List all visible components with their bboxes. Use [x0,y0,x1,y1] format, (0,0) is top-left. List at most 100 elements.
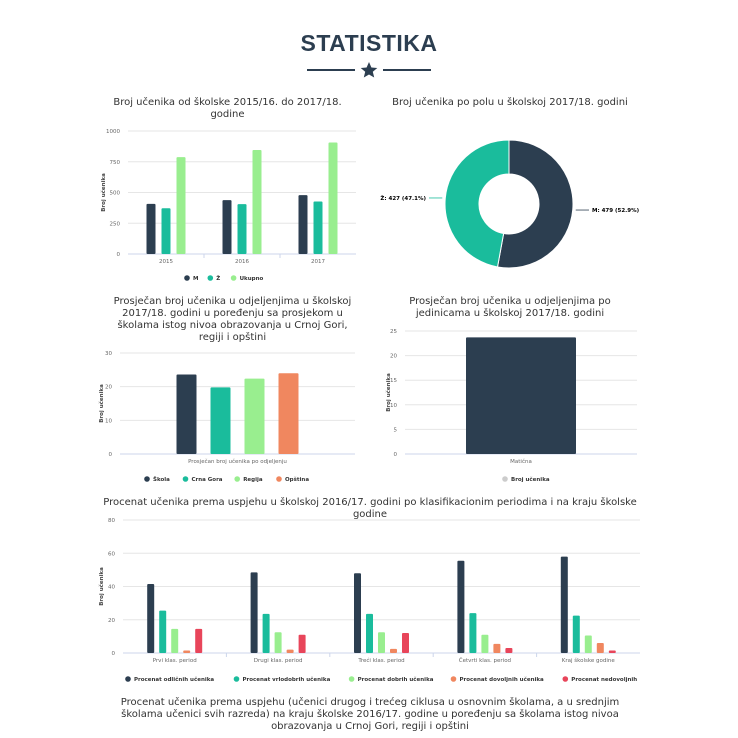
bar-procenat-odlicnih-ucenika-cetvrti-klas-period [457,560,465,653]
legend-label-crna-gora: Crna Gora [192,477,223,483]
chart-title-students-by-gender: Broj učenika po polu u školskoj 2017/18.… [392,97,628,108]
x-tick-label: Drugi klas. period [254,658,303,664]
legend-marker-ukupno [230,275,237,281]
legend-label-z: Ž [216,274,220,282]
x-tick-label: 2015 [159,259,173,265]
bar-z-2016 [237,204,247,254]
legend-marker-procenat-dovoljnih-ucenika [450,676,457,682]
bar-procenat-dobrih-ucenika-kraj-skolske-godine [584,635,592,653]
y-tick-label: 0 [394,452,398,458]
bar-procenat-dovoljnih-ucenika-treci-klas-period [390,648,397,653]
y-axis-label: Broj učenika [98,384,105,423]
y-tick-label: 1000 [106,129,120,135]
x-tick-label: Prvi klas. period [153,658,197,664]
title-divider [307,62,431,78]
y-axis-label: Broj učenika [385,373,392,412]
legend-marker-procenat-dobrih-ucenika [348,676,355,682]
y-tick-label: 750 [110,160,121,166]
x-tick-label: Kraj školske godine [562,657,616,664]
legend-label-broj-ucenika: Broj učenika [511,476,550,483]
legend-marker-broj-ucenika [502,476,508,482]
x-tick-label: Matična [510,458,532,465]
y-tick-label: 20 [105,385,112,391]
bar-opstina-prosjecan-broj-ucenika-po-odjeljenju [278,373,299,454]
chart-success-by-period: 0 20 40 60 80 Broj učenika Prvi klas. period Dr… [98,518,640,683]
chart-title-students-by-year: Broj učenika od školske 2015/16. do 2017… [113,97,342,120]
y-tick-label: 40 [108,585,115,591]
legend-marker-procenat-odlicnih-ucenika [125,676,131,682]
x-tick-label: 2016 [235,259,249,265]
bar-z-2015 [161,208,171,254]
y-tick-label: 20 [390,354,397,360]
legend-marker-m [184,275,190,281]
bar-ukupno-2015 [176,157,186,254]
x-tick-label: 2017 [311,259,325,265]
bar-regija-prosjecan-broj-ucenika-po-odjeljenju [244,378,265,454]
chart-class-average-comparison: 0 10 20 30 Broj učenika Prosječan broj učenik… [98,351,355,483]
y-tick-label: 60 [108,551,115,557]
bar-procenat-dovoljnih-ucenika-kraj-skolske-godine [596,643,604,653]
legend-marker-skola [144,476,150,482]
bar-m-2017 [298,195,308,254]
pie-slice-m [496,139,574,269]
bar-ukupno-2016 [252,149,262,254]
chart-title-class-average-units: Prosječan broj učenika u odjeljenjima po… [409,296,611,319]
y-tick-label: 10 [390,403,397,409]
bar-procenat-nedovoljnih-treci-klas-period [402,633,409,653]
chart-students-by-year: 0 250 500 750 1000 Broj učenika 2015 2016 2017 M Ž… [100,129,356,282]
y-tick-label: 0 [112,651,116,657]
pie-slice-z [444,139,510,268]
bar-procenat-dovoljnih-ucenika-cetvrti-klas-period [493,643,501,653]
legend-marker-procenat-vrlodobrih-ucenika [233,676,240,682]
bar-procenat-nedovoljnih-prvi-klas-period [195,628,203,653]
bar-procenat-dobrih-ucenika-treci-klas-period [378,632,385,653]
legend-marker-crna-gora [182,476,189,482]
legend-label-skola: Škola [153,476,170,483]
bar-procenat-odlicnih-ucenika-treci-klas-period [354,573,361,653]
star-icon [360,62,378,78]
bar-procenat-odlicnih-ucenika-prvi-klas-period [147,584,155,653]
bar-procenat-vrlodobrih-ucenika-drugi-klas-period [262,613,270,653]
chart-students-by-gender: M: 479 (52.9%) Ž: 427 (47.1%) [380,139,640,269]
legend-label-regija: Regija [243,477,263,483]
legend-label-procenat-dobrih-ucenika: Procenat dobrih učenika [358,676,434,683]
y-tick-label: 500 [110,191,121,197]
legend-marker-regija [234,476,240,482]
y-tick-label: 0 [109,452,113,458]
bar-ukupno-2017 [328,142,338,254]
bar-procenat-dobrih-ucenika-drugi-klas-period [274,632,282,653]
bar-procenat-odlicnih-ucenika-drugi-klas-period [250,572,258,653]
pie-data-label-m: M: 479 (52.9%) [592,208,640,214]
legend-label-procenat-vrlodobrih-ucenika: Procenat vrlodobrih učenika [243,676,331,683]
chart-title-success-comparison: Procenat učenika prema uspjehu (učenici … [120,697,620,732]
bar-z-2017 [313,201,323,254]
bar-broj-ucenika-maticna [466,337,576,454]
bar-procenat-nedovoljnih-cetvrti-klas-period [505,648,513,653]
y-tick-label: 80 [108,518,115,524]
x-tick-label: Četvrti klas. period [459,657,511,664]
chart-title-class-average-comparison: Prosječan broj učenika u odjeljenjima u … [113,296,352,343]
y-tick-label: 250 [110,221,121,227]
y-tick-label: 0 [117,252,121,258]
bar-m-2015 [146,203,156,254]
legend-label-m: M [193,276,198,282]
bar-procenat-vrlodobrih-ucenika-treci-klas-period [366,613,373,653]
bar-procenat-dobrih-ucenika-cetvrti-klas-period [481,634,489,653]
y-axis-label: Broj učenika [98,567,105,606]
y-tick-label: 25 [390,329,397,335]
bar-procenat-dobrih-ucenika-prvi-klas-period [171,628,179,653]
legend-marker-procenat-nedovoljnih [562,676,569,682]
bar-procenat-dovoljnih-ucenika-prvi-klas-period [183,650,191,653]
page-title: STATISTIKA [300,30,438,56]
bar-skola-prosjecan-broj-ucenika-po-odjeljenju [176,374,197,454]
pie-data-label-z: Ž: 427 (47.1%) [380,194,426,202]
bar-procenat-vrlodobrih-ucenika-kraj-skolske-godine [572,615,580,653]
legend-label-opstina: Opština [285,476,309,483]
chart-title-success-by-period: Procenat učenika prema uspjehu u školsko… [103,497,637,520]
y-axis-label: Broj učenika [100,173,107,212]
legend-label-procenat-nedovoljnih: Procenat nedovoljnih [571,677,637,683]
bar-procenat-vrlodobrih-ucenika-cetvrti-klas-period [469,613,477,653]
bar-m-2016 [222,200,232,254]
y-tick-label: 30 [105,351,112,357]
